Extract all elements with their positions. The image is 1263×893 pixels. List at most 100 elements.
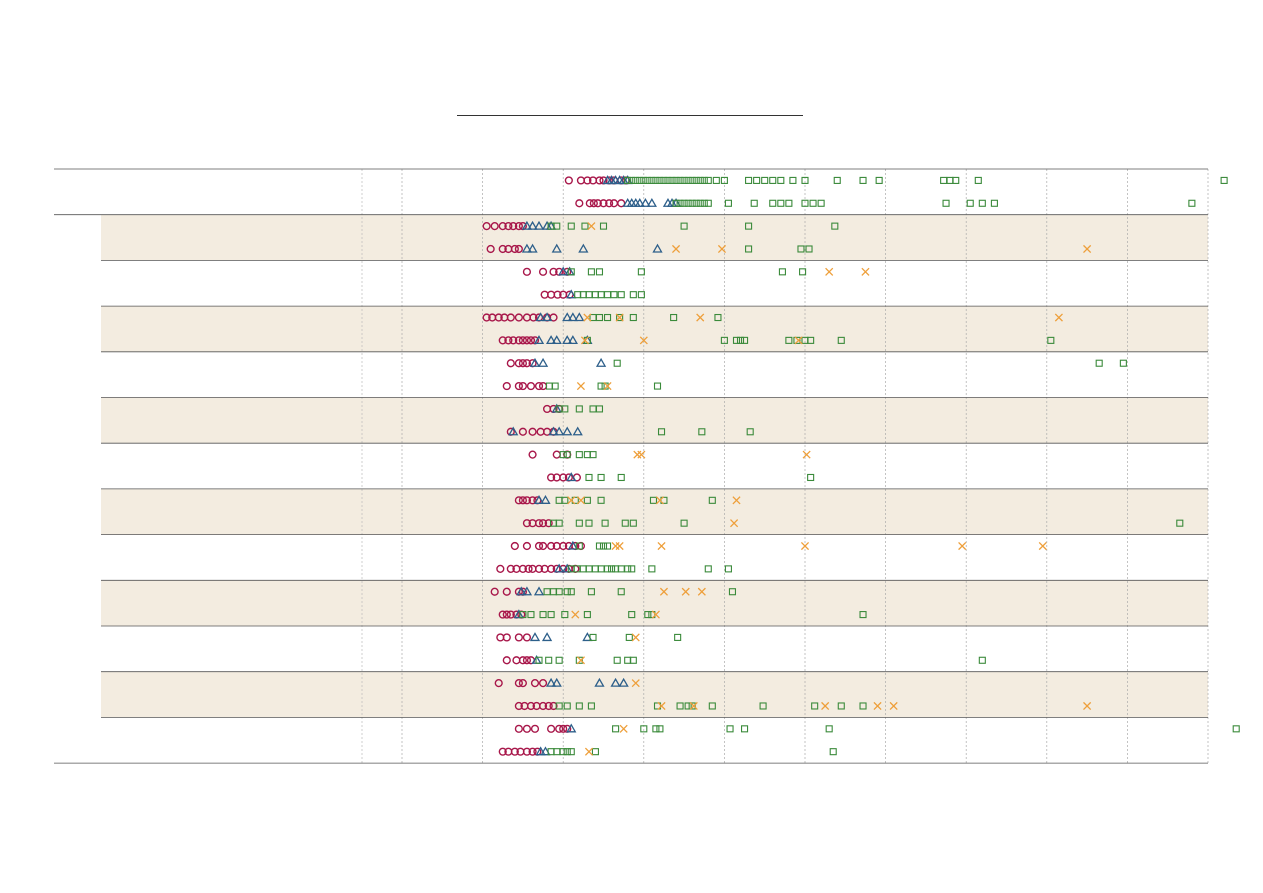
triangle-point: [566, 472, 577, 482]
triangle-point: [567, 312, 578, 322]
triangle-point: [562, 335, 573, 345]
square-point: [567, 748, 575, 756]
square-point: [589, 633, 597, 641]
square-point: [563, 588, 571, 596]
circle-point: [498, 336, 507, 345]
x-point: [637, 450, 646, 459]
square-point: [801, 199, 809, 207]
circle-point: [522, 656, 532, 665]
circle-point: [514, 313, 523, 322]
x-point: [800, 541, 810, 551]
square-point: [799, 268, 807, 276]
x-point: [671, 244, 681, 254]
square-point: [724, 199, 732, 207]
triangle-point: [567, 540, 578, 550]
square-point: [833, 176, 841, 184]
square-point: [732, 336, 741, 344]
square-point: [629, 291, 637, 299]
square-point: [648, 176, 656, 184]
circle-point: [498, 747, 507, 756]
square-point: [1188, 199, 1196, 207]
x-point: [802, 450, 811, 459]
square-point: [688, 176, 696, 184]
circle-point: [522, 336, 532, 345]
triangle-point: [618, 677, 629, 687]
square-point: [684, 176, 692, 184]
triangle-point: [545, 335, 557, 345]
square-point: [680, 222, 688, 230]
circle-point: [549, 267, 558, 276]
circle-point: [528, 747, 537, 756]
square-point: [801, 176, 809, 184]
triangle-point: [545, 677, 557, 687]
square-point: [629, 656, 637, 664]
circle-point: [524, 564, 533, 573]
square-point: [601, 519, 609, 527]
circle-point: [502, 633, 511, 642]
square-point: [625, 633, 633, 641]
triangle-point: [646, 197, 657, 207]
x-point: [794, 336, 803, 345]
x-point: [611, 541, 620, 551]
square-point: [637, 291, 645, 299]
square-point: [563, 748, 571, 756]
square-point: [688, 702, 696, 710]
square-point: [807, 336, 815, 344]
square-point: [551, 382, 559, 390]
square-point: [571, 496, 579, 504]
circle-point: [518, 564, 528, 573]
square-point: [745, 176, 753, 184]
circle-point: [522, 519, 532, 528]
square-point: [575, 702, 583, 710]
square-point: [674, 633, 682, 641]
square-point: [657, 428, 666, 436]
x-point: [631, 633, 640, 642]
x-point: [681, 587, 690, 596]
circle-point: [518, 359, 528, 368]
square-point: [676, 199, 684, 207]
circle-point: [593, 199, 602, 208]
square-point: [726, 725, 734, 733]
square-point: [589, 451, 597, 459]
circle-point: [490, 222, 499, 231]
circle-point: [518, 336, 528, 345]
circle-point: [538, 679, 548, 688]
square-point: [769, 199, 777, 207]
triangle-point: [567, 335, 578, 345]
square-point: [597, 473, 605, 482]
square-point: [632, 176, 640, 184]
square-point: [724, 565, 732, 573]
x-point: [587, 222, 596, 231]
triangle-point: [529, 357, 541, 367]
square-point: [761, 176, 769, 184]
square-point: [875, 176, 883, 184]
triangle-point: [594, 677, 605, 687]
triangle-point: [634, 197, 645, 207]
square-point: [603, 291, 612, 299]
circle-point: [514, 336, 523, 345]
square-point: [624, 565, 632, 573]
square-point: [1095, 359, 1103, 367]
square-point: [785, 199, 793, 207]
triangle-point: [578, 243, 589, 253]
square-point: [628, 176, 636, 184]
x-point: [631, 679, 640, 688]
circle-point: [553, 290, 562, 299]
triangle-point: [551, 243, 562, 253]
square-point: [745, 222, 753, 230]
square-point: [595, 313, 604, 322]
x-point: [717, 244, 727, 254]
circle-point: [510, 541, 519, 551]
square-point: [696, 176, 704, 184]
circle-point: [547, 473, 556, 482]
square-point: [1176, 519, 1184, 527]
x-point: [1083, 701, 1092, 711]
x-point: [576, 496, 585, 505]
square-point: [789, 176, 797, 184]
square-point: [805, 245, 813, 253]
circle-point: [522, 747, 532, 756]
square-point: [595, 542, 604, 550]
square-point: [555, 702, 563, 710]
square-point: [519, 611, 527, 619]
